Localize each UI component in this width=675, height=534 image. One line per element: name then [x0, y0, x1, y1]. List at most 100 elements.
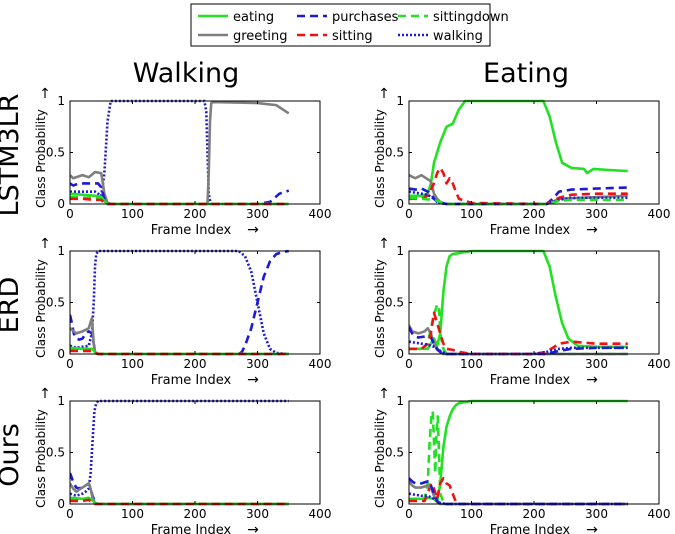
- series-eating-erd-eating: [409, 249, 628, 351]
- axes-box-ours-walking: [69, 400, 321, 505]
- x-axis-label-lstm3lr-walking: Frame Index: [151, 223, 232, 238]
- x-tick-label-100-ours-eating: 100: [460, 507, 483, 521]
- x-tick-label-400-lstm3lr-eating: 400: [648, 207, 671, 221]
- row-title-erd: ERD: [0, 277, 25, 334]
- x-tick-label-0-lstm3lr-eating: 0: [405, 207, 413, 221]
- legend-label-purchases: purchases: [332, 10, 399, 25]
- series-eating-lstm3lr-eating: [409, 99, 628, 198]
- y-tick-label-0.5-lstm3lr-walking: 0.5: [46, 146, 65, 160]
- y-tick-label-1-erd-eating: 1: [396, 244, 404, 258]
- y-axis-arrow-erd-walking: ↑: [39, 236, 51, 252]
- legend: eating purchases sittingdown greeting sittin…: [190, 3, 509, 47]
- x-tick-label-300-lstm3lr-eating: 300: [585, 207, 608, 221]
- x-tick-label-100-lstm3lr-walking: 100: [121, 207, 144, 221]
- series-walking-lstm3lr-eating: [409, 190, 628, 206]
- series-purchases-ours-walking: [70, 472, 289, 506]
- series-greeting-erd-walking: [70, 316, 289, 356]
- y-tick-label-0-ours-walking: 0: [57, 497, 65, 511]
- series-eating-ours-eating: [409, 399, 628, 504]
- y-tick-label-1-erd-walking: 1: [57, 244, 65, 258]
- legend-label-sitting: sitting: [332, 29, 373, 44]
- y-axis-label-ours-walking: Class Probability: [34, 409, 48, 508]
- y-axis-label-lstm3lr-eating: Class Probability: [373, 109, 387, 208]
- y-axis-label-lstm3lr-walking: Class Probability: [34, 109, 48, 208]
- series-sitting-lstm3lr-walking: [70, 197, 289, 206]
- series-sittingdown-ours-eating: [409, 410, 628, 506]
- y-tick-label-0.5-ours-eating: 0.5: [385, 446, 404, 460]
- series-sitting-erd-eating: [409, 311, 628, 356]
- y-tick-label-0-erd-walking: 0: [57, 347, 65, 361]
- x-axis-label-erd-eating: Frame Index: [490, 373, 571, 388]
- legend-label-greeting: greeting: [233, 29, 288, 44]
- x-tick-label-0-ours-walking: 0: [66, 507, 74, 521]
- y-axis-arrow-erd-eating: ↑: [378, 236, 390, 252]
- series-purchases-erd-walking: [70, 249, 289, 356]
- series-walking-ours-eating: [409, 492, 628, 506]
- x-tick-label-200-ours-walking: 200: [184, 507, 207, 521]
- series-walking-ours-walking: [70, 399, 289, 498]
- y-tick-label-0-lstm3lr-walking: 0: [57, 197, 65, 211]
- subplot-ours-eating: 0 100 200 300 400 0 0.5 1 Frame Index → Class Prob…: [373, 386, 670, 534]
- y-axis-label-erd-eating: Class Probability: [373, 259, 387, 358]
- x-tick-label-0-erd-walking: 0: [66, 357, 74, 371]
- y-tick-label-0.5-lstm3lr-eating: 0.5: [385, 146, 404, 160]
- series-greeting-lstm3lr-walking: [70, 100, 290, 206]
- y-axis-arrow-ours-walking: ↑: [39, 386, 51, 402]
- x-tick-label-200-lstm3lr-eating: 200: [523, 207, 546, 221]
- y-tick-label-1-lstm3lr-walking: 1: [57, 94, 65, 108]
- column-title-eating: Eating: [483, 58, 569, 89]
- legend-label-walking: walking: [433, 29, 483, 44]
- x-axis-arrow-erd-eating: →: [586, 372, 598, 388]
- x-tick-label-400-erd-eating: 400: [648, 357, 671, 371]
- x-tick-label-0-ours-eating: 0: [405, 507, 413, 521]
- x-tick-label-200-erd-walking: 200: [184, 357, 207, 371]
- x-axis-arrow-ours-eating: →: [586, 522, 598, 534]
- x-axis-arrow-ours-walking: →: [247, 522, 259, 534]
- subplot-ours-walking: 0 100 200 300 400 0 0.5 1 Frame Index → Class Prob…: [34, 386, 331, 534]
- x-tick-label-100-erd-walking: 100: [121, 357, 144, 371]
- y-tick-label-0-erd-eating: 0: [396, 347, 404, 361]
- row-title-lstm3lr: LSTM3LR: [0, 94, 25, 217]
- series-walking-erd-walking: [70, 249, 289, 356]
- series-sitting-ours-eating: [409, 476, 628, 506]
- y-tick-label-0.5-erd-eating: 0.5: [385, 296, 404, 310]
- x-tick-label-300-lstm3lr-walking: 300: [246, 207, 269, 221]
- y-tick-label-0.5-ours-walking: 0.5: [46, 446, 65, 460]
- axes-box-erd-walking: [69, 250, 321, 355]
- x-tick-label-100-lstm3lr-eating: 100: [460, 207, 483, 221]
- subplot-lstm3lr-walking: 0 100 200 300 400 0 0.5 1 Frame Index → Class Prob…: [34, 86, 331, 238]
- x-tick-label-300-erd-eating: 300: [585, 357, 608, 371]
- y-axis-label-ours-eating: Class Probability: [373, 409, 387, 508]
- x-tick-label-200-lstm3lr-walking: 200: [184, 207, 207, 221]
- x-axis-arrow-erd-walking: →: [247, 372, 259, 388]
- subplot-erd-walking: 0 100 200 300 400 0 0.5 1 Frame Index → Class Prob…: [34, 236, 331, 388]
- x-tick-label-300-erd-walking: 300: [246, 357, 269, 371]
- x-tick-label-200-ours-eating: 200: [523, 507, 546, 521]
- legend-label-sittingdown: sittingdown: [433, 10, 509, 25]
- y-tick-label-1-ours-walking: 1: [57, 394, 65, 408]
- y-axis-arrow-lstm3lr-eating: ↑: [378, 86, 390, 102]
- x-axis-label-erd-walking: Frame Index: [151, 373, 232, 388]
- y-axis-arrow-lstm3lr-walking: ↑: [39, 86, 51, 102]
- series-sittingdown-lstm3lr-eating: [409, 196, 628, 206]
- x-tick-label-400-ours-walking: 400: [309, 507, 332, 521]
- row-title-ours: Ours: [0, 423, 25, 487]
- x-axis-label-ours-eating: Frame Index: [490, 523, 571, 534]
- subplot-lstm3lr-eating: 0 100 200 300 400 0 0.5 1 Frame Index → Class Prob…: [373, 86, 670, 238]
- x-tick-label-0-erd-eating: 0: [405, 357, 413, 371]
- x-tick-label-400-ours-eating: 400: [648, 507, 671, 521]
- y-tick-label-0.5-erd-walking: 0.5: [46, 296, 65, 310]
- x-tick-label-0-lstm3lr-walking: 0: [66, 207, 74, 221]
- y-axis-arrow-ours-eating: ↑: [378, 386, 390, 402]
- y-tick-label-1-lstm3lr-eating: 1: [396, 94, 404, 108]
- x-axis-arrow-lstm3lr-eating: →: [586, 222, 598, 238]
- series-purchases-ours-eating: [409, 477, 628, 506]
- x-tick-label-100-ours-walking: 100: [121, 507, 144, 521]
- column-title-walking: Walking: [133, 58, 239, 89]
- x-tick-label-300-ours-walking: 300: [246, 507, 269, 521]
- y-axis-label-erd-walking: Class Probability: [34, 259, 48, 358]
- legend-label-eating: eating: [233, 10, 274, 25]
- x-tick-label-200-erd-eating: 200: [523, 357, 546, 371]
- y-tick-label-0-ours-eating: 0: [396, 497, 404, 511]
